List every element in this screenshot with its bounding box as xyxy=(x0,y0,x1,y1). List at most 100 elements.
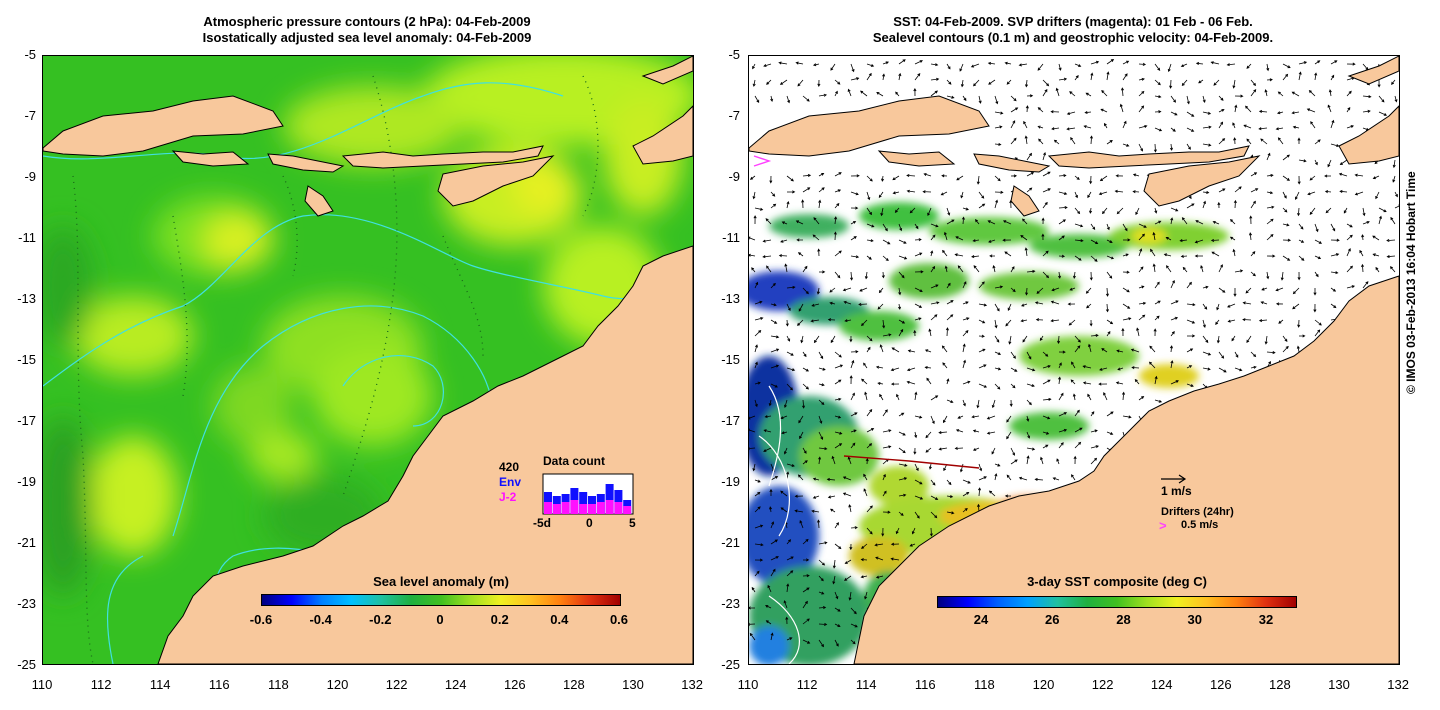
velocity-arrow xyxy=(829,301,836,305)
velocity-arrow xyxy=(847,456,852,465)
velocity-arrow xyxy=(778,61,788,65)
velocity-arrow xyxy=(1090,60,1100,65)
velocity-arrow xyxy=(1106,59,1115,65)
velocity-arrow xyxy=(770,556,779,561)
velocity-arrow xyxy=(1154,315,1160,321)
velocity-arrow xyxy=(802,265,808,273)
velocity-arrow xyxy=(786,285,796,289)
velocity-arrow xyxy=(1165,237,1172,241)
velocity-arrow xyxy=(962,359,967,369)
velocity-arrow xyxy=(1154,79,1161,86)
velocity-arrow xyxy=(978,383,988,388)
velocity-arrow xyxy=(962,301,969,305)
velocity-arrow xyxy=(1058,412,1068,417)
velocity-arrow xyxy=(959,63,964,72)
velocity-arrow xyxy=(866,408,873,417)
velocity-arrow xyxy=(1042,79,1050,87)
velocity-arrow xyxy=(1292,303,1300,310)
velocity-arrow xyxy=(1277,137,1284,145)
velocity-arrow xyxy=(1298,255,1305,261)
velocity-arrow xyxy=(1261,287,1268,291)
velocity-arrow xyxy=(994,463,1001,467)
velocity-arrow xyxy=(780,239,788,243)
velocity-arrow xyxy=(930,265,936,273)
x-tick-label: 112 xyxy=(90,677,112,692)
velocity-arrow xyxy=(770,303,777,307)
velocity-arrow xyxy=(834,172,842,177)
sst-map: 1 m/s Drifters (24hr) > 0.5 m/s 3-day SS… xyxy=(748,55,1400,665)
velocity-arrow xyxy=(1202,351,1212,356)
velocity-arrow xyxy=(914,60,923,65)
velocity-arrow xyxy=(797,319,804,326)
velocity-arrow xyxy=(882,61,890,65)
velocity-arrow xyxy=(812,234,820,241)
velocity-arrow xyxy=(930,90,938,97)
velocity-arrow xyxy=(1058,191,1068,195)
velocity-arrow xyxy=(890,557,900,561)
velocity-arrow xyxy=(1098,191,1108,196)
velocity-arrow xyxy=(786,190,796,194)
velocity-arrow xyxy=(879,393,884,401)
velocity-arrow xyxy=(1276,111,1284,115)
velocity-arrow xyxy=(1186,281,1192,289)
velocity-arrow xyxy=(926,377,932,385)
velocity-arrow xyxy=(1089,175,1093,185)
velocity-arrow xyxy=(1042,151,1046,161)
velocity-arrow xyxy=(1004,61,1012,65)
velocity-arrow xyxy=(1106,431,1114,435)
velocity-arrow xyxy=(754,543,764,547)
velocity-arrow xyxy=(1361,234,1365,241)
velocity-arrow xyxy=(1106,411,1114,417)
velocity-arrow xyxy=(976,399,980,409)
velocity-arrow xyxy=(1394,95,1398,103)
x-tick-label: 112 xyxy=(796,677,818,692)
velocity-arrow xyxy=(1006,431,1012,440)
velocity-arrow xyxy=(1058,350,1066,354)
velocity-arrow xyxy=(1051,127,1060,131)
velocity-arrow xyxy=(802,173,812,178)
velocity-arrow xyxy=(785,616,789,625)
velocity-arrow xyxy=(1275,127,1284,131)
velocity-arrow xyxy=(802,351,807,358)
velocity-arrow xyxy=(960,191,964,199)
velocity-arrow xyxy=(1058,235,1065,241)
velocity-arrow xyxy=(988,490,996,497)
inset-title: Data count xyxy=(543,454,606,468)
velocity-arrow xyxy=(1074,207,1081,215)
velocity-arrow xyxy=(813,217,820,225)
drifter-markers xyxy=(753,155,772,167)
velocity-arrow xyxy=(850,392,855,401)
velocity-arrow xyxy=(1346,285,1356,289)
velocity-arrow xyxy=(866,505,873,513)
colorbar-tick-label: -0.4 xyxy=(309,612,332,627)
velocity-arrow xyxy=(765,605,772,609)
velocity-arrow xyxy=(1002,238,1012,242)
velocity-arrow xyxy=(946,511,955,515)
velocity-arrow xyxy=(1282,238,1292,242)
velocity-arrow xyxy=(927,207,932,217)
velocity-arrow xyxy=(1266,205,1275,209)
velocity-arrow xyxy=(978,303,988,307)
velocity-arrow xyxy=(1166,265,1172,273)
velocity-arrow xyxy=(986,415,996,420)
colorbar-tick-label: 0.4 xyxy=(550,612,569,627)
velocity-arrow xyxy=(1042,89,1048,97)
velocity-arrow xyxy=(866,239,874,243)
velocity-arrow xyxy=(1227,303,1236,308)
velocity-arrow xyxy=(866,223,875,228)
velocity-arrow xyxy=(1330,223,1336,232)
velocity-arrow xyxy=(1037,63,1044,71)
velocity-arrow xyxy=(1058,392,1064,401)
velocity-arrow xyxy=(1038,138,1044,145)
velocity-arrow xyxy=(1138,266,1144,273)
y-tick-label: -13 xyxy=(17,291,36,306)
velocity-arrow xyxy=(1083,125,1092,129)
velocity-arrow xyxy=(1122,303,1131,309)
velocity-arrow xyxy=(1234,269,1244,273)
velocity-arrow xyxy=(962,491,970,497)
velocity-arrow xyxy=(1186,143,1191,150)
velocity-arrow xyxy=(897,303,902,310)
velocity-arrow xyxy=(1058,362,1062,369)
velocity-arrow xyxy=(850,77,860,81)
velocity-arrow xyxy=(1042,351,1049,357)
